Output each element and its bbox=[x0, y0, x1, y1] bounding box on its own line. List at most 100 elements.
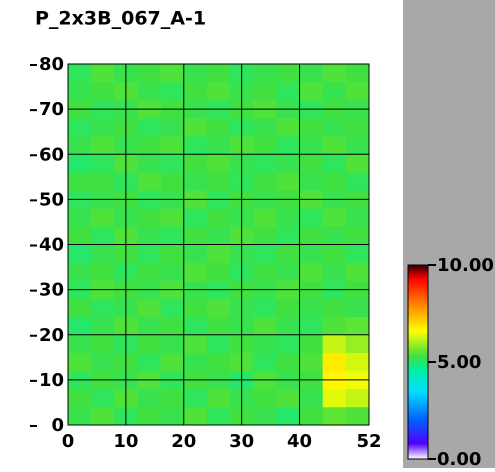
heatmap-cell bbox=[206, 154, 231, 173]
colorbar-tick-label: 10.00 bbox=[437, 255, 494, 276]
x-tick-label: 20 bbox=[171, 431, 196, 452]
heatmap-cell bbox=[276, 226, 300, 245]
heatmap-cell bbox=[322, 298, 347, 317]
heatmap-cell bbox=[206, 244, 231, 263]
heatmap-cell bbox=[160, 334, 185, 354]
heatmap-cell bbox=[299, 262, 323, 281]
heatmap-cell bbox=[160, 154, 185, 173]
heatmap-cell bbox=[91, 352, 115, 372]
heatmap-cell bbox=[183, 172, 208, 191]
heatmap-cell bbox=[206, 172, 231, 191]
heatmap-cell bbox=[276, 172, 300, 191]
heatmap-cell bbox=[345, 154, 370, 173]
heatmap-cell bbox=[68, 334, 92, 354]
heatmap-cell bbox=[183, 352, 208, 372]
heatmap-cell bbox=[137, 118, 161, 137]
heatmap-cell bbox=[345, 244, 370, 263]
heatmap-cell bbox=[276, 262, 300, 281]
x-tick-label: 10 bbox=[113, 431, 138, 452]
heatmap-cell bbox=[299, 298, 323, 317]
heatmap-cell bbox=[345, 208, 370, 227]
heatmap-cell bbox=[91, 244, 115, 263]
heatmap-cell bbox=[206, 82, 231, 101]
heatmap-cell bbox=[68, 136, 92, 155]
heatmap-cell bbox=[206, 262, 231, 281]
heatmap-cell bbox=[345, 298, 370, 317]
heatmap-cell bbox=[183, 316, 208, 336]
heatmap-cell bbox=[206, 298, 231, 317]
heatmap-cell bbox=[299, 406, 323, 426]
heatmap-cell bbox=[91, 118, 115, 137]
heatmap-cell bbox=[345, 82, 370, 101]
heatmap-cell bbox=[299, 118, 323, 137]
heatmap-cell bbox=[68, 208, 92, 227]
heatmap-cell bbox=[137, 208, 161, 227]
heatmap-cell bbox=[206, 136, 231, 155]
heatmap-cell bbox=[322, 136, 347, 155]
heatmap-cell bbox=[91, 82, 115, 101]
heatmap-cell bbox=[68, 352, 92, 372]
heatmap-cell bbox=[160, 406, 185, 426]
heatmap-cell bbox=[276, 316, 300, 336]
heatmap-cell bbox=[206, 352, 231, 372]
y-tick-label: 80 bbox=[39, 54, 64, 75]
heatmap-cell bbox=[206, 388, 231, 408]
heatmap-cell bbox=[299, 154, 323, 173]
heatmap-cell bbox=[68, 244, 92, 263]
heatmap-cell bbox=[276, 244, 300, 263]
heatmap-cell bbox=[253, 334, 277, 354]
y-tick-label: 70 bbox=[39, 99, 64, 120]
colorbar-tick-label: 0.00 bbox=[437, 449, 481, 468]
heatmap-cell bbox=[345, 172, 370, 191]
heatmap-cell bbox=[160, 208, 185, 227]
heatmap-cell bbox=[276, 136, 300, 155]
heatmap-cell bbox=[322, 82, 347, 101]
color-bar bbox=[407, 264, 429, 460]
heatmap-cell bbox=[322, 388, 347, 408]
x-tick-label: 52 bbox=[356, 431, 381, 452]
heatmap-cell bbox=[137, 64, 161, 83]
heatmap-cell bbox=[253, 244, 277, 263]
heatmap-cell bbox=[137, 406, 161, 426]
heatmap-cell bbox=[183, 388, 208, 408]
heatmap-cell bbox=[91, 388, 115, 408]
heatmap-cell bbox=[299, 82, 323, 101]
heatmap-cell bbox=[345, 136, 370, 155]
heatmap-cell bbox=[253, 262, 277, 281]
heatmap-cell bbox=[322, 226, 347, 245]
heatmap-cell bbox=[160, 136, 185, 155]
heatmap-cell bbox=[137, 244, 161, 263]
heatmap-cell bbox=[345, 118, 370, 137]
heatmap-cell bbox=[276, 334, 300, 354]
heatmap-cell bbox=[299, 316, 323, 336]
heatmap-cell bbox=[183, 226, 208, 245]
heatmap-cell bbox=[299, 352, 323, 372]
heatmap-cell bbox=[160, 316, 185, 336]
heatmap-cell bbox=[206, 334, 231, 354]
y-tick-label: 50 bbox=[39, 189, 64, 210]
heatmap-cell bbox=[276, 298, 300, 317]
heatmap-cell bbox=[183, 82, 208, 101]
heatmap-cell bbox=[253, 316, 277, 336]
heatmap-cell bbox=[68, 316, 92, 336]
y-tick-label: 40 bbox=[39, 235, 64, 256]
heatmap-cell bbox=[253, 136, 277, 155]
heatmap-cell bbox=[91, 262, 115, 281]
heatmap-cell bbox=[345, 352, 370, 372]
heatmap-cell bbox=[345, 316, 370, 336]
heatmap-cell bbox=[160, 64, 185, 83]
heatmap-cell bbox=[183, 244, 208, 263]
heatmap-cell bbox=[68, 154, 92, 173]
heatmap-cell bbox=[322, 172, 347, 191]
heatmap-cell bbox=[206, 208, 231, 227]
y-tick-label: 60 bbox=[39, 144, 64, 165]
heatmap-cell bbox=[137, 262, 161, 281]
heatmap-cell bbox=[137, 334, 161, 354]
heatmap-cell bbox=[299, 136, 323, 155]
y-tick-label: 20 bbox=[39, 325, 64, 346]
heatmap-cell bbox=[299, 208, 323, 227]
heatmap-cell bbox=[322, 334, 347, 354]
heatmap-cell bbox=[91, 64, 115, 83]
heatmap-cell bbox=[137, 352, 161, 372]
heatmap-cell bbox=[276, 154, 300, 173]
